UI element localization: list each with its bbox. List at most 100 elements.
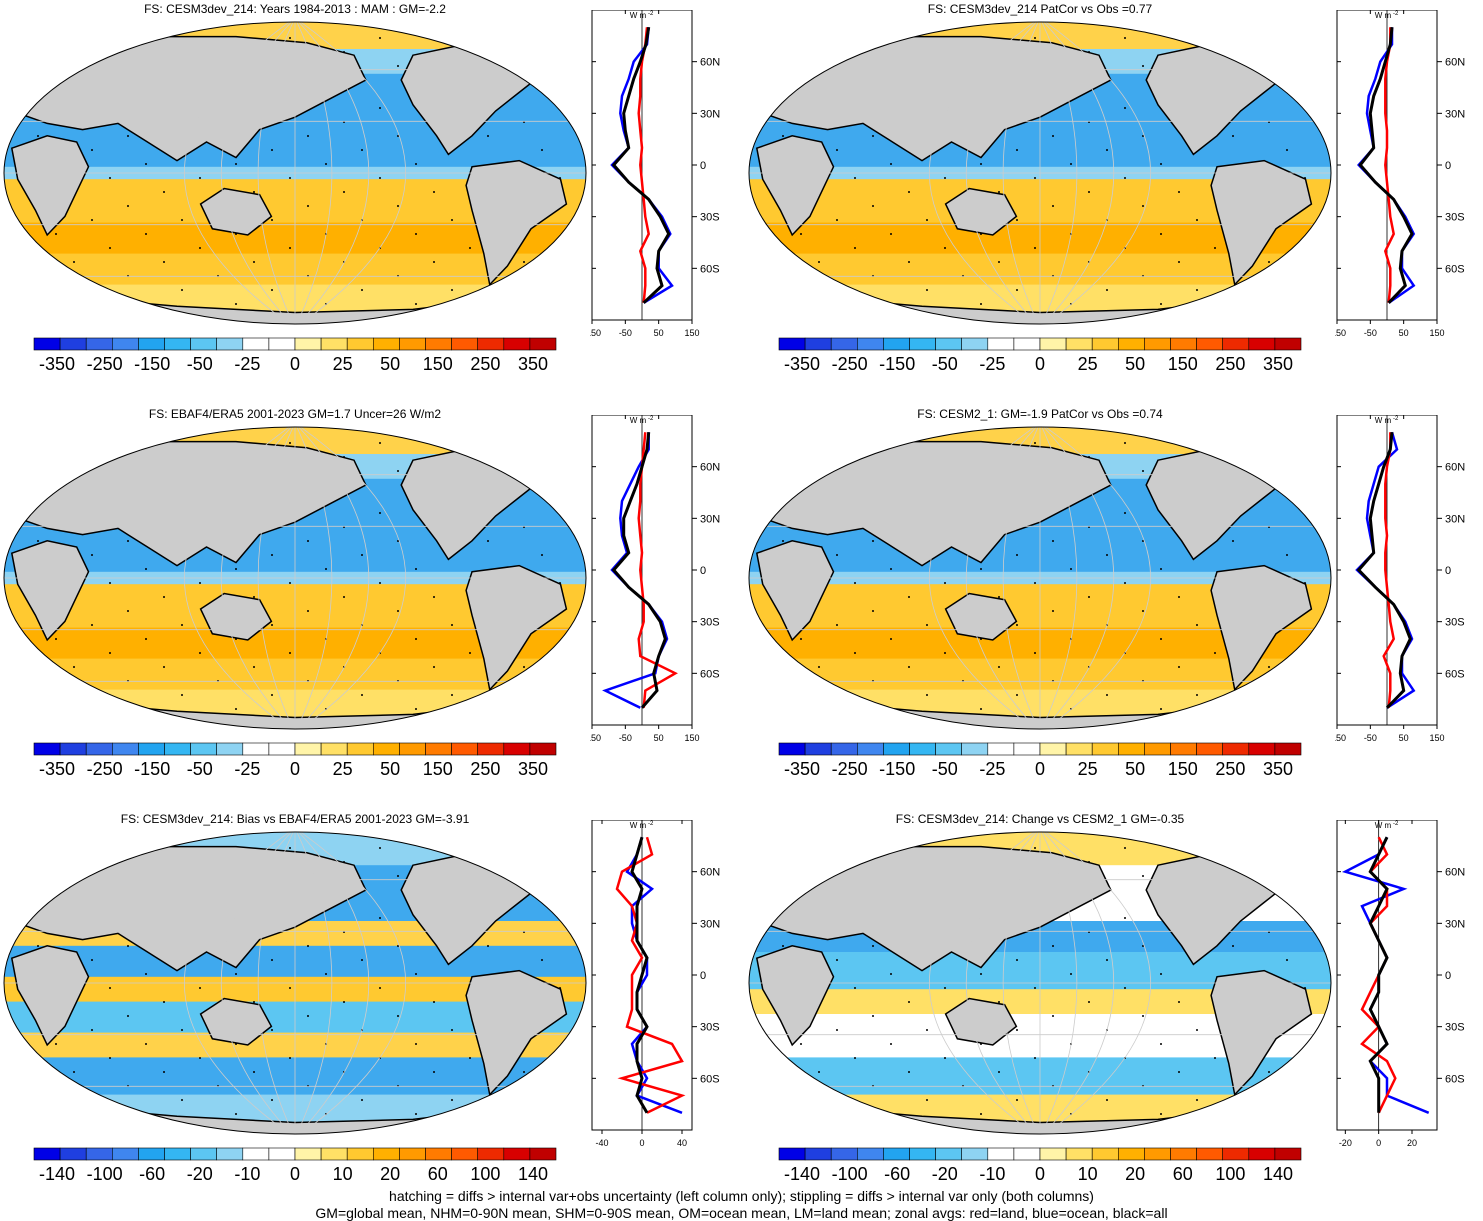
zonal-series-all	[1356, 432, 1412, 709]
land-mass	[755, 135, 835, 237]
chart-panel: FS: CESM3dev_214: Bias vs EBAF4/ERA5 200…	[0, 810, 738, 1205]
map-plot	[748, 831, 1332, 1135]
land-mass	[755, 540, 835, 642]
colorbar-swatch	[503, 1147, 531, 1161]
colorbar-swatch	[320, 742, 348, 756]
colorbar-tick-label: 25	[1077, 354, 1098, 374]
colorbar-tick-label: 0	[289, 354, 301, 374]
colorbar-swatch	[372, 337, 400, 351]
land-mass	[199, 592, 273, 641]
colorbar-tick-label: -10	[979, 1164, 1006, 1184]
colorbar-swatch	[830, 1147, 858, 1161]
colorbar-swatch	[242, 1147, 270, 1161]
map-plot	[748, 21, 1332, 325]
colorbar-swatch	[112, 1147, 139, 1161]
land-mass	[10, 540, 90, 642]
zonal-x-tick-label: 150	[684, 733, 699, 743]
zonal-x-tick-label: -150	[1335, 733, 1346, 743]
chart-panel: FS: CESM3dev_214 PatCor vs Obs =0.77 W m-…	[745, 0, 1483, 395]
colorbar-tick-label: -20	[186, 1164, 213, 1184]
footer-line-2: GM=global mean, NHM=0-90N mean, SHM=0-90…	[315, 1205, 1168, 1221]
colorbar-swatch	[961, 1147, 989, 1161]
zonal-x-tick-label: -40	[595, 1138, 608, 1148]
colorbar-swatch	[477, 742, 505, 756]
colorbar-swatch	[399, 337, 426, 351]
colorbar-swatch	[294, 1147, 322, 1161]
zonal-unit-superscript: -2	[648, 11, 654, 17]
colorbar-tick-label: 0	[1034, 759, 1046, 779]
colorbar-swatch	[85, 742, 113, 756]
colorbar-swatch	[346, 337, 374, 351]
colorbar-swatch	[112, 337, 139, 351]
lat-tick-label: 30S	[700, 617, 720, 629]
zonal-x-tick-label: 50	[654, 733, 664, 743]
colorbar-swatch	[1013, 337, 1041, 351]
colorbar-swatch	[1091, 337, 1119, 351]
colorbar-swatch	[1013, 742, 1041, 756]
colorbar-swatch	[1196, 337, 1224, 351]
zonal-series-all	[611, 26, 671, 304]
colorbar-tick-label: -100	[86, 1164, 123, 1184]
lat-tick-label: 60N	[1445, 867, 1465, 879]
zonal-unit-superscript: -2	[1393, 821, 1399, 827]
colorbar-tick-label: 140	[517, 1164, 549, 1184]
zonal-unit-superscript: -2	[648, 821, 654, 827]
map-plot	[3, 831, 587, 1135]
colorbar-tick-label: -250	[86, 354, 123, 374]
colorbar-swatch	[320, 337, 348, 351]
colorbar-swatch	[59, 337, 87, 351]
colorbar-swatch	[190, 742, 218, 756]
colorbar-tick-label: 50	[380, 354, 401, 374]
land-mass	[471, 836, 521, 866]
zonal-x-tick-label: -150	[590, 733, 601, 743]
colorbar-swatch	[857, 742, 884, 756]
lat-tick-label: 0	[700, 160, 706, 172]
colorbar-swatch	[529, 742, 557, 756]
colorbar-swatch	[1065, 337, 1093, 351]
zonal-series-land	[637, 432, 678, 708]
colorbar-swatch	[138, 1147, 165, 1161]
chart-panel: FS: CESM3dev_214: Years 1984-2013 : MAM …	[0, 0, 738, 395]
colorbar-swatch	[987, 337, 1015, 351]
colorbar-tick-label: -150	[134, 759, 171, 779]
colorbar-tick-label: 0	[1034, 354, 1046, 374]
lat-tick-label: 30S	[700, 1022, 720, 1034]
colorbar-swatch	[190, 1147, 218, 1161]
colorbar-tick-label: 0	[289, 1164, 301, 1184]
chart-title: FS: CESM3dev_214: Change vs CESM2_1 GM=-…	[895, 812, 1185, 826]
lat-tick-label: 30N	[700, 918, 720, 930]
colorbar-swatch	[987, 1147, 1015, 1161]
lat-tick-label: 0	[1445, 565, 1451, 577]
colorbar-tick-label: -250	[831, 354, 868, 374]
colorbar-swatch	[778, 1147, 806, 1161]
lat-tick-label: 60S	[700, 1073, 720, 1085]
colorbar-tick-label: 50	[1125, 759, 1146, 779]
colorbar-swatch	[320, 1147, 348, 1161]
colorbar-tick-label: 20	[1125, 1164, 1146, 1184]
land-mass	[199, 187, 273, 236]
colorbar-tick-label: 150	[422, 354, 453, 374]
land-mass	[1216, 431, 1266, 461]
zonal-unit-label: W m	[1375, 416, 1392, 425]
colorbar-tick-label: 25	[1077, 759, 1098, 779]
zonal-series-ocean	[1341, 836, 1430, 1114]
map-plot	[748, 426, 1332, 730]
colorbar-swatch	[1222, 337, 1250, 351]
zonal-x-tick-label: 150	[1429, 733, 1444, 743]
colorbar	[778, 1147, 1302, 1161]
zonal-mean-plot: W m -2 60N 30N 0 30S 60S -40 0 40	[591, 820, 720, 1148]
colorbar	[778, 742, 1302, 756]
lat-tick-label: 60S	[700, 263, 720, 275]
colorbar-tick-label: -50	[931, 354, 958, 374]
colorbar-tick-label: 150	[1167, 759, 1198, 779]
colorbar-tick-label: 350	[517, 759, 549, 779]
land-mass	[10, 135, 90, 237]
colorbar-swatch	[1170, 337, 1197, 351]
colorbar-swatch	[477, 1147, 505, 1161]
chart-panel: FS: CESM3dev_214: Change vs CESM2_1 GM=-…	[745, 810, 1483, 1205]
colorbar-swatch	[1039, 337, 1067, 351]
colorbar-tick-label: 350	[517, 354, 549, 374]
land-mass	[1216, 836, 1266, 866]
colorbar-swatch	[346, 742, 374, 756]
colorbar-swatch	[242, 337, 270, 351]
